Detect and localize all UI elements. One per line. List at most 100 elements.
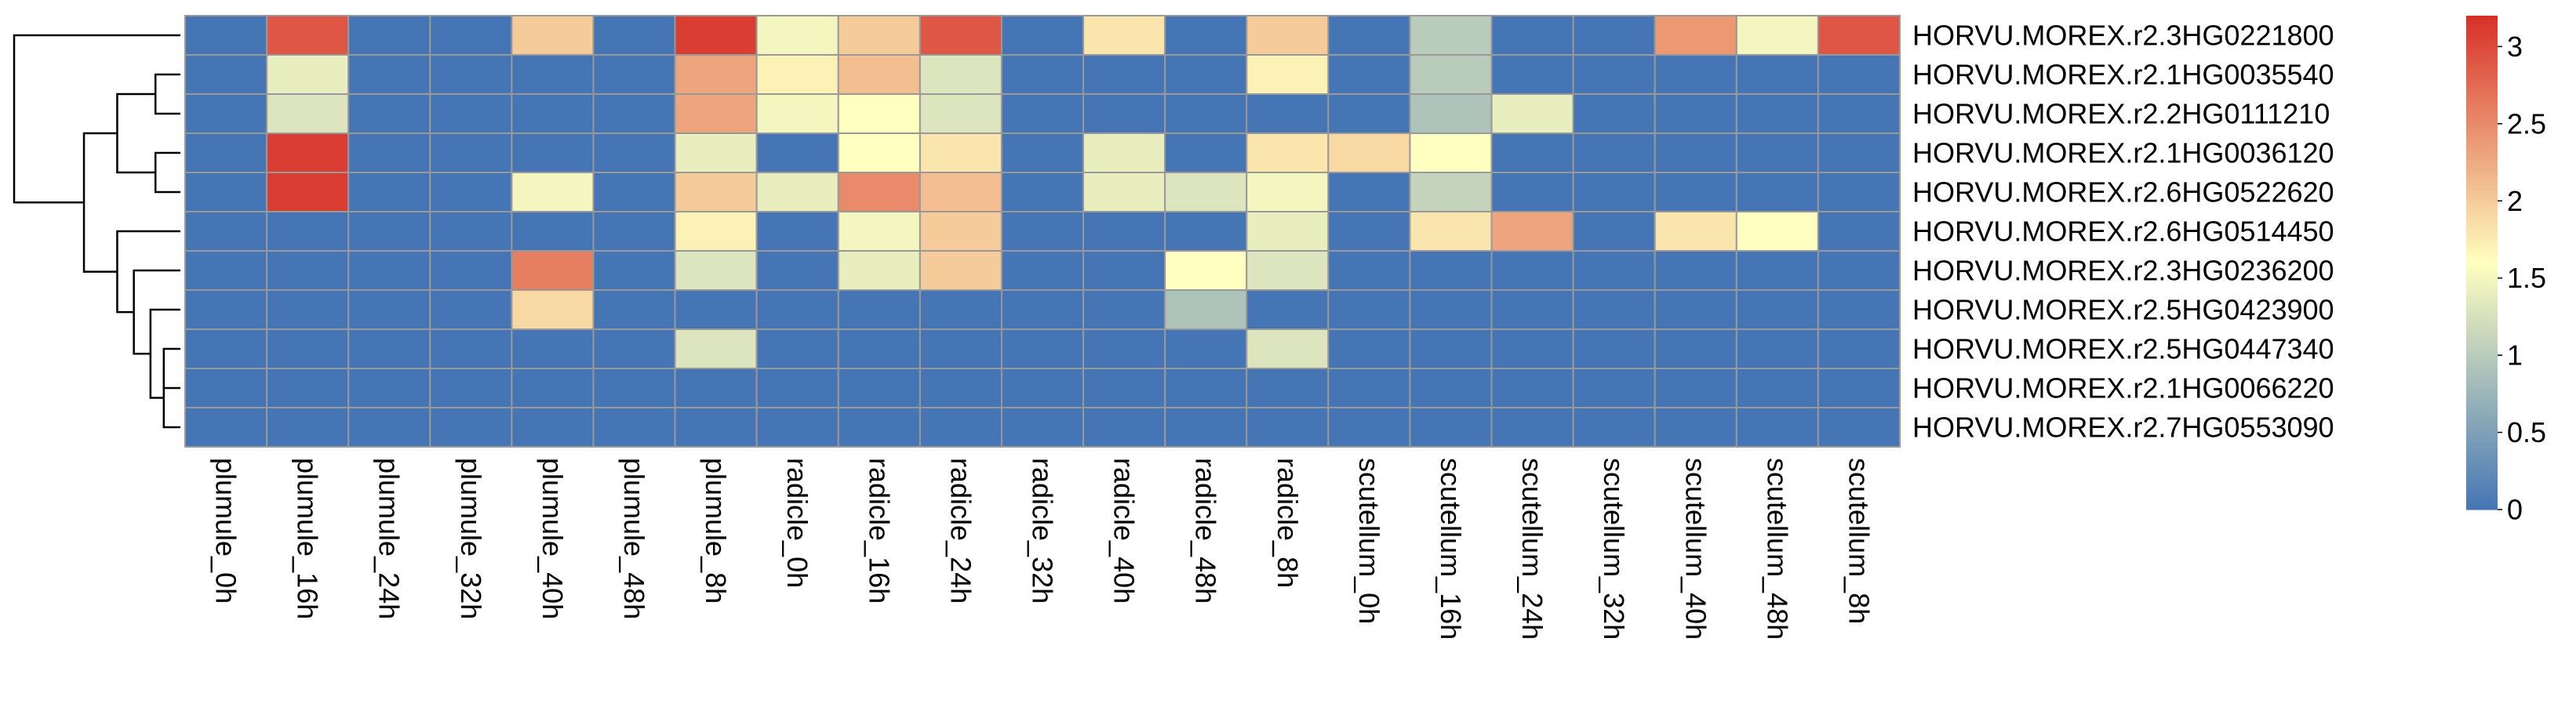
- heatmap-cell: [1246, 328, 1330, 369]
- heatmap-cell: [347, 15, 431, 56]
- colorbar-segment: [2466, 31, 2498, 35]
- colorbar-segment: [2466, 352, 2498, 356]
- colorbar-segment: [2466, 454, 2498, 458]
- heatmap-cell: [1246, 289, 1330, 330]
- colorbar-segment: [2466, 56, 2498, 60]
- colorbar-segment: [2466, 281, 2498, 285]
- colorbar-segment: [2466, 364, 2498, 368]
- heatmap-cell: [1490, 250, 1574, 291]
- colorbar-segment: [2466, 21, 2498, 26]
- colorbar-segment: [2466, 247, 2498, 251]
- heatmap-cell: [674, 15, 758, 56]
- colorbar-segment: [2466, 228, 2498, 233]
- colorbar-segment: [2466, 429, 2498, 433]
- colorbar-segment: [2466, 207, 2498, 211]
- heatmap-cell: [1490, 368, 1574, 408]
- heatmap-cell: [511, 93, 595, 134]
- heatmap-cell: [1164, 368, 1248, 408]
- heatmap-cell: [1490, 54, 1574, 95]
- heatmap-cell: [1572, 250, 1656, 291]
- heatmap-cell: [429, 211, 513, 252]
- heatmap-cell: [919, 93, 1002, 134]
- heatmap-cell: [837, 93, 921, 134]
- heatmap-cell: [1409, 172, 1493, 212]
- heatmap-cells: [184, 15, 1901, 448]
- heatmap-cell: [266, 211, 350, 252]
- heatmap-cell: [755, 211, 839, 252]
- heatmap-cell: [429, 250, 513, 291]
- colorbar-segment: [2466, 194, 2498, 198]
- heatmap-cell: [919, 172, 1002, 212]
- heatmap-cell: [837, 54, 921, 95]
- colorbar-segment: [2466, 287, 2498, 292]
- heatmap-cell: [837, 172, 921, 212]
- heatmap-cell: [674, 289, 758, 330]
- heatmap-cell: [1164, 407, 1248, 448]
- colorbar-segment: [2466, 114, 2498, 118]
- heatmap-cell: [184, 368, 268, 408]
- colorbar-segment: [2466, 444, 2498, 448]
- column-label: scutellum_48h: [1761, 458, 1793, 640]
- heatmap-cell: [1082, 93, 1166, 134]
- row-label: HORVU.MOREX.r2.5HG0447340: [1912, 333, 2334, 365]
- row-label: HORVU.MOREX.r2.5HG0423900: [1912, 294, 2334, 326]
- heatmap-cell: [1490, 172, 1574, 212]
- heatmap-cell: [511, 172, 595, 212]
- heatmap-cell: [1327, 289, 1411, 330]
- heatmap-cell: [1327, 250, 1411, 291]
- heatmap-cell: [1000, 328, 1085, 369]
- heatmap-cell: [592, 15, 676, 56]
- colorbar-segment: [2466, 188, 2498, 193]
- heatmap-cell: [266, 328, 350, 369]
- colorbar-segment: [2466, 469, 2498, 473]
- heatmap-cell: [1327, 328, 1411, 369]
- column-label: plumule_48h: [618, 458, 650, 619]
- heatmap-cell: [1327, 132, 1411, 173]
- dendrogram-branch: [154, 151, 180, 194]
- heatmap-cell: [1082, 172, 1166, 212]
- heatmap-cell: [1000, 132, 1085, 173]
- heatmap-cell: [184, 93, 268, 134]
- colorbar-segment: [2466, 373, 2498, 378]
- colorbar-segment: [2466, 99, 2498, 103]
- colorbar-segment: [2466, 500, 2498, 504]
- colorbar-segment: [2466, 491, 2498, 495]
- colorbar-segment: [2466, 253, 2498, 257]
- colorbar-segment: [2466, 383, 2498, 387]
- heatmap-cell: [1327, 93, 1411, 134]
- colorbar-segment: [2466, 213, 2498, 217]
- heatmap-cell: [347, 172, 431, 212]
- colorbar-segment: [2466, 460, 2498, 464]
- colorbar-segment: [2466, 86, 2498, 91]
- heatmap-cell: [1246, 15, 1330, 56]
- heatmap-cell: [1735, 93, 1819, 134]
- heatmap-cell: [347, 407, 431, 448]
- colorbar-segment: [2466, 145, 2498, 149]
- heatmap-cell: [1572, 15, 1656, 56]
- legend-tick-label: 3: [2507, 31, 2523, 63]
- heatmap-cell: [1817, 328, 1901, 369]
- column-label: radicle_24h: [944, 458, 977, 604]
- colorbar-segment: [2466, 164, 2498, 168]
- heatmap-cell: [837, 368, 921, 408]
- colorbar-segment: [2466, 24, 2498, 29]
- heatmap-cell: [1409, 407, 1493, 448]
- colorbar-segment: [2466, 161, 2498, 165]
- colorbar-segment: [2466, 139, 2498, 143]
- heatmap-cell: [1654, 407, 1737, 448]
- heatmap-cell: [592, 368, 676, 408]
- colorbar-segment: [2466, 395, 2498, 399]
- heatmap-cell: [347, 250, 431, 291]
- heatmap-cell: [1246, 93, 1330, 134]
- colorbar-segment: [2466, 306, 2498, 310]
- colorbar-segment: [2466, 303, 2498, 307]
- heatmap-cell: [1164, 250, 1248, 291]
- row-label: HORVU.MOREX.r2.3HG0221800: [1912, 20, 2334, 52]
- heatmap-cell: [1817, 250, 1901, 291]
- heatmap-cell: [837, 211, 921, 252]
- colorbar-segment: [2466, 339, 2498, 343]
- column-label: scutellum_8h: [1843, 458, 1875, 624]
- column-label: plumule_16h: [292, 458, 324, 619]
- heatmap-cell: [1490, 328, 1574, 369]
- colorbar-segment: [2466, 386, 2498, 390]
